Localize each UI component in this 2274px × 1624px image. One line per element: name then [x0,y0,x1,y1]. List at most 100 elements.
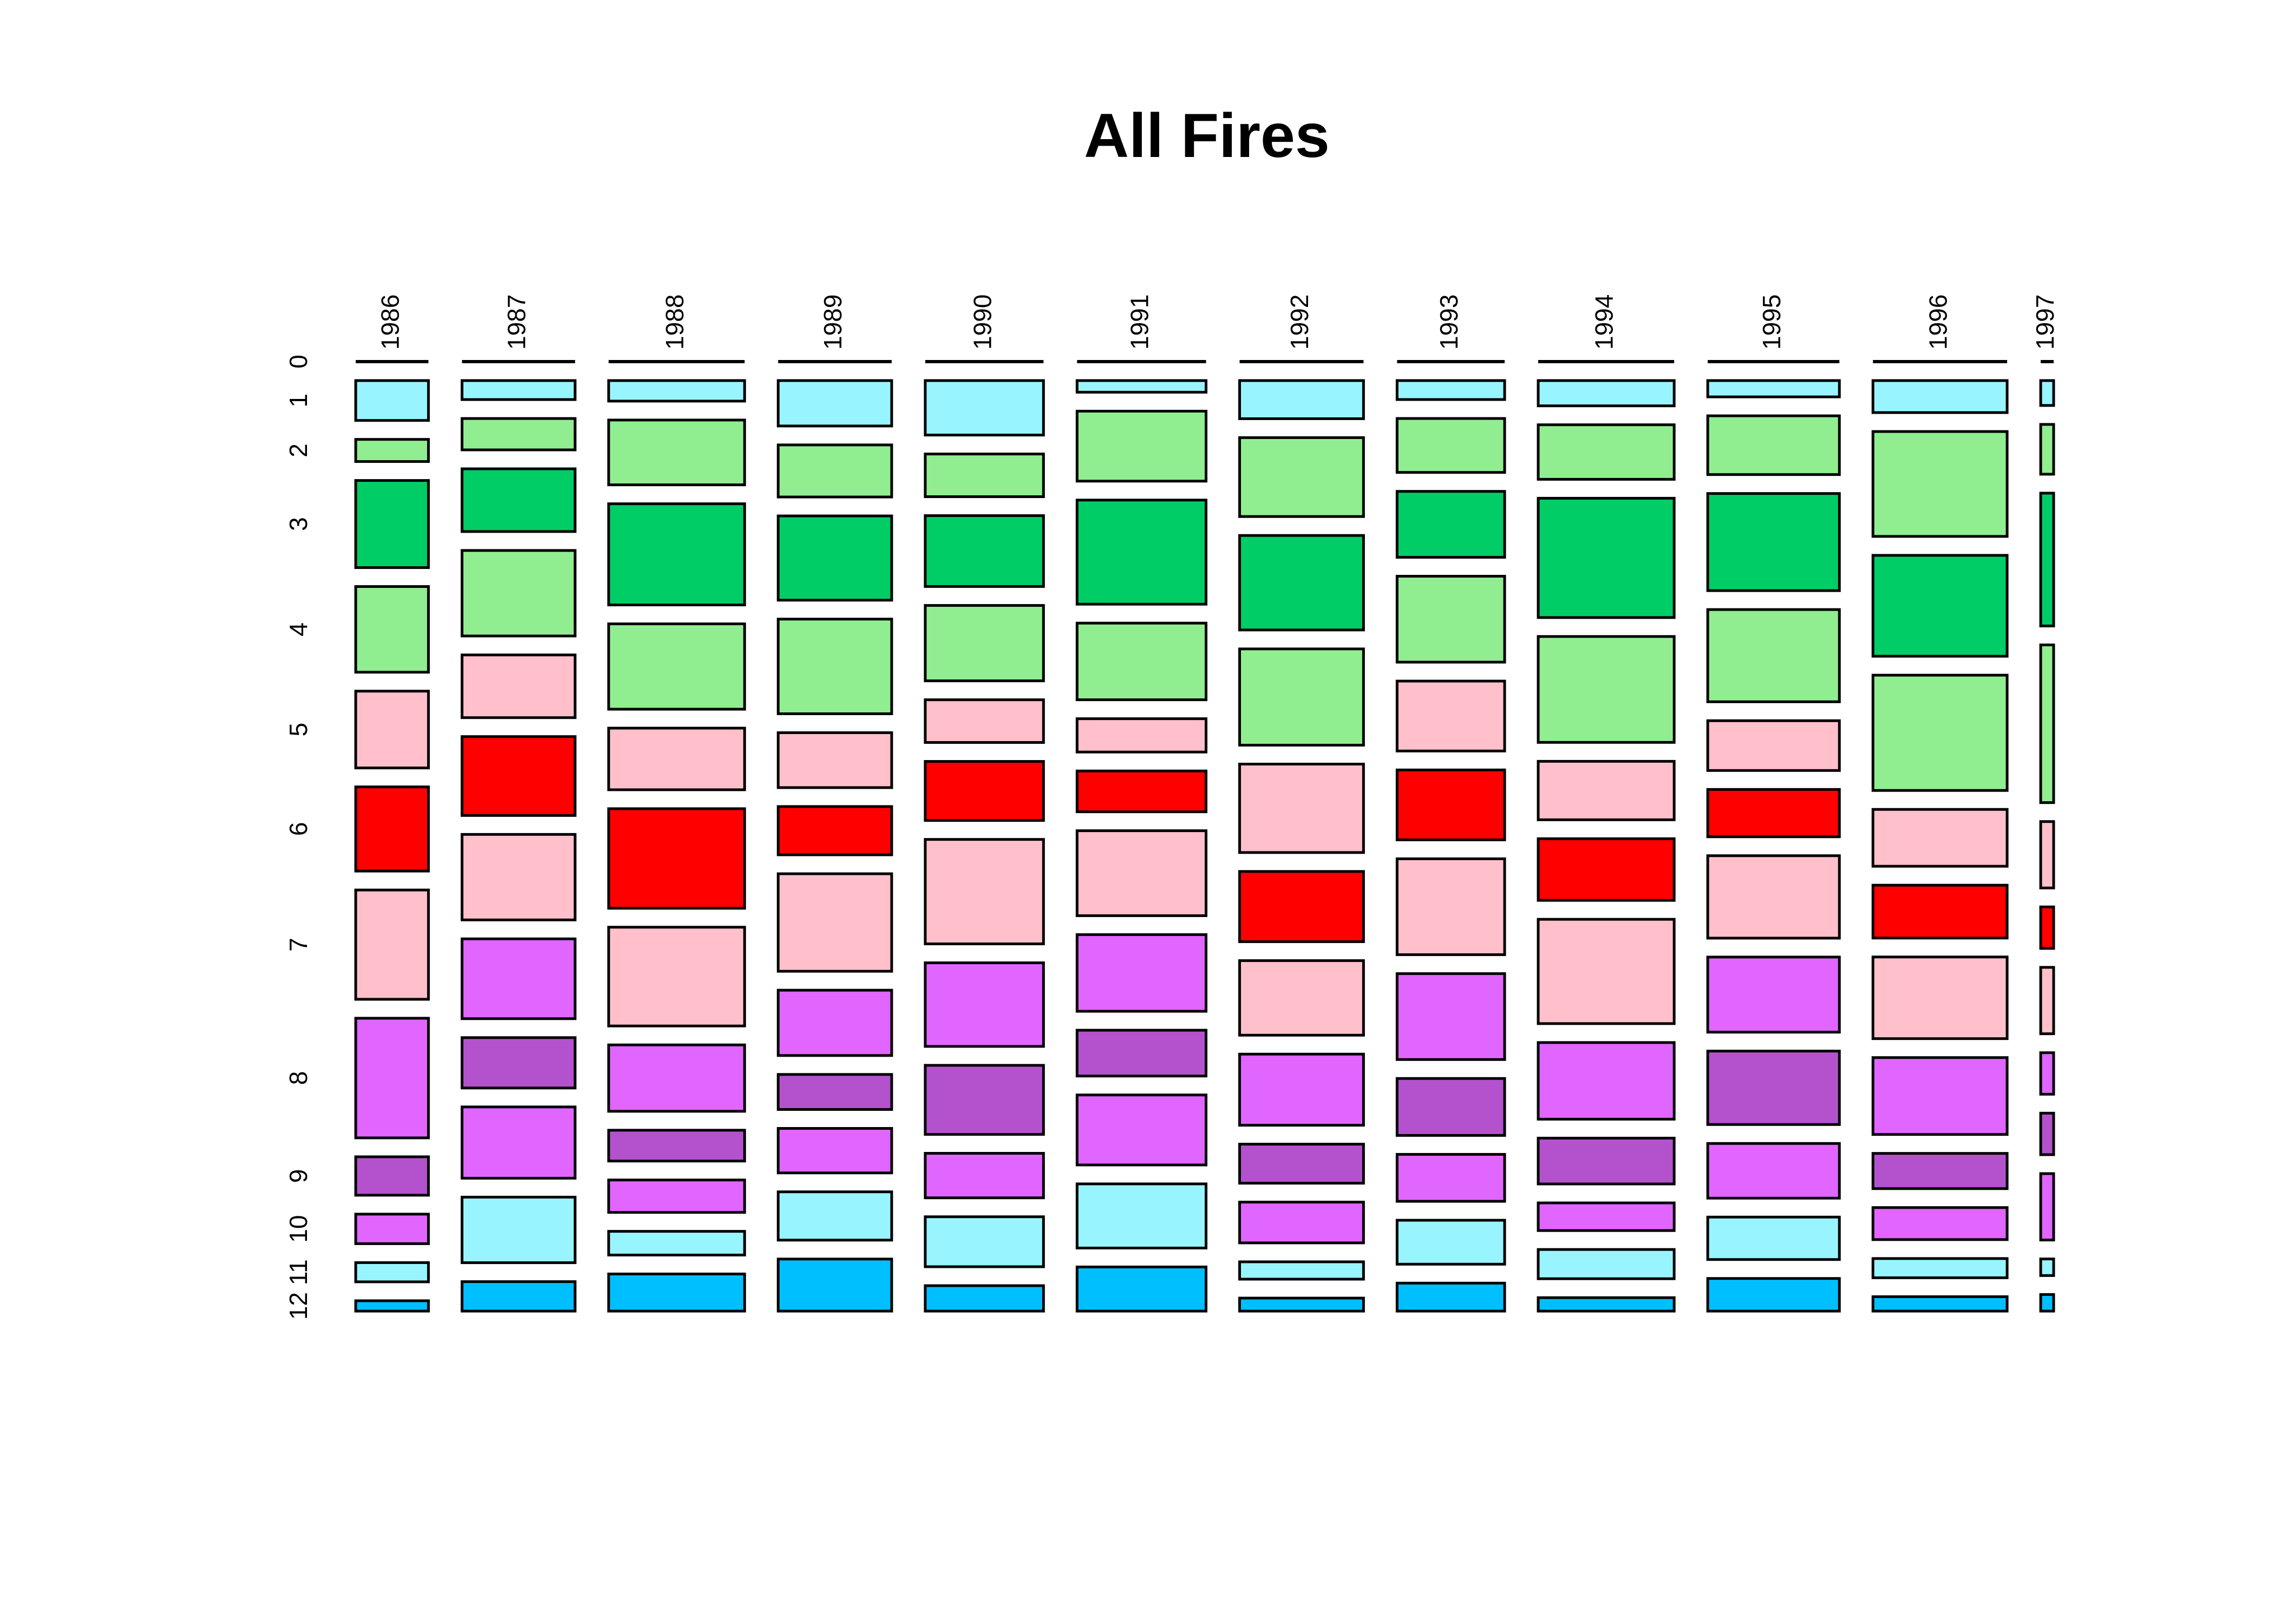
cell [1871,1257,2009,1279]
cell [1871,1295,2009,1313]
cell [2039,905,2055,950]
cell [1706,1050,1841,1126]
cell [776,514,893,602]
cell [1238,870,1365,944]
cell [1706,492,1841,592]
cell [2039,379,2055,407]
cell [354,785,430,873]
x-category-label: 1986 [376,294,404,350]
cell [1238,1052,1365,1127]
cell [607,418,746,487]
cell [354,690,430,770]
cell [1871,1206,2009,1241]
cell [460,1036,577,1090]
cell [460,937,577,1020]
cell [776,1258,893,1313]
cell [1706,1142,1841,1200]
cell [1537,837,1676,902]
cell [2039,423,2055,476]
cell [607,1272,746,1313]
x-category-label: 1987 [502,294,531,350]
cell [1706,854,1841,940]
cell [1871,955,2009,1040]
cell [354,1155,430,1197]
cell [1075,410,1208,483]
cell [776,1190,893,1242]
cell [460,467,577,533]
cell [607,807,746,910]
cell [1075,1182,1208,1249]
y-category-label: 0 [284,355,312,369]
cell [1871,379,2009,414]
cell [354,1017,430,1140]
cell [924,698,1045,744]
cell [1706,608,1841,703]
cell [924,1284,1045,1313]
cell [1537,1136,1676,1186]
cell [924,838,1045,946]
cell [776,805,893,856]
x-category-label: 1994 [1590,294,1618,350]
cell [776,443,893,499]
cell [354,479,430,569]
cell [1537,635,1676,744]
cell [460,1195,577,1265]
cell [776,618,893,716]
cell [460,653,577,719]
cell [2039,1258,2055,1277]
cell [776,379,893,428]
cell [460,1280,577,1313]
y-category-label: 12 [284,1292,312,1320]
cell [1075,769,1208,814]
cell [1075,1093,1208,1167]
cell [1871,883,2009,940]
cell [354,1213,430,1245]
y-category-label: 6 [284,822,312,836]
cell [460,417,577,451]
cell [460,833,577,921]
cell [1238,1260,1365,1281]
cell [1075,717,1208,754]
cell [1075,933,1208,1013]
cell [1537,1201,1676,1232]
cell [776,988,893,1057]
cell [607,379,746,403]
cell [1238,1201,1365,1245]
cell [1537,1041,1676,1121]
cell [1395,1077,1506,1137]
cell [1537,1296,1676,1313]
cell [924,1152,1045,1200]
cell [2039,643,2055,804]
cell [2039,1051,2055,1096]
cell [1075,621,1208,702]
cell [354,1261,430,1284]
y-category-label: 11 [284,1259,312,1285]
x-category-label: 1991 [1126,294,1154,350]
cell [924,1215,1045,1268]
cell [1238,436,1365,518]
cell [2039,1172,2055,1242]
cell [460,1105,577,1180]
cell [1075,829,1208,918]
cell [776,1073,893,1111]
cell [1395,1152,1506,1203]
cell [1395,768,1506,841]
cell [1395,1281,1506,1313]
x-category-label: 1995 [1757,294,1786,350]
cell [776,872,893,973]
y-category-label: 2 [284,443,312,457]
cell [1537,918,1676,1025]
cell [1871,1056,2009,1136]
chart-title: All Fires [1084,101,1330,171]
y-category-label: 5 [284,723,312,737]
cell [1238,1296,1365,1313]
cell [1706,414,1841,476]
cell [924,961,1045,1048]
cell [1395,379,1506,401]
cell [924,1064,1045,1136]
cell [607,502,746,606]
x-category-label: 1996 [1924,294,1952,350]
cell [1706,719,1841,772]
cell [1871,673,2009,792]
